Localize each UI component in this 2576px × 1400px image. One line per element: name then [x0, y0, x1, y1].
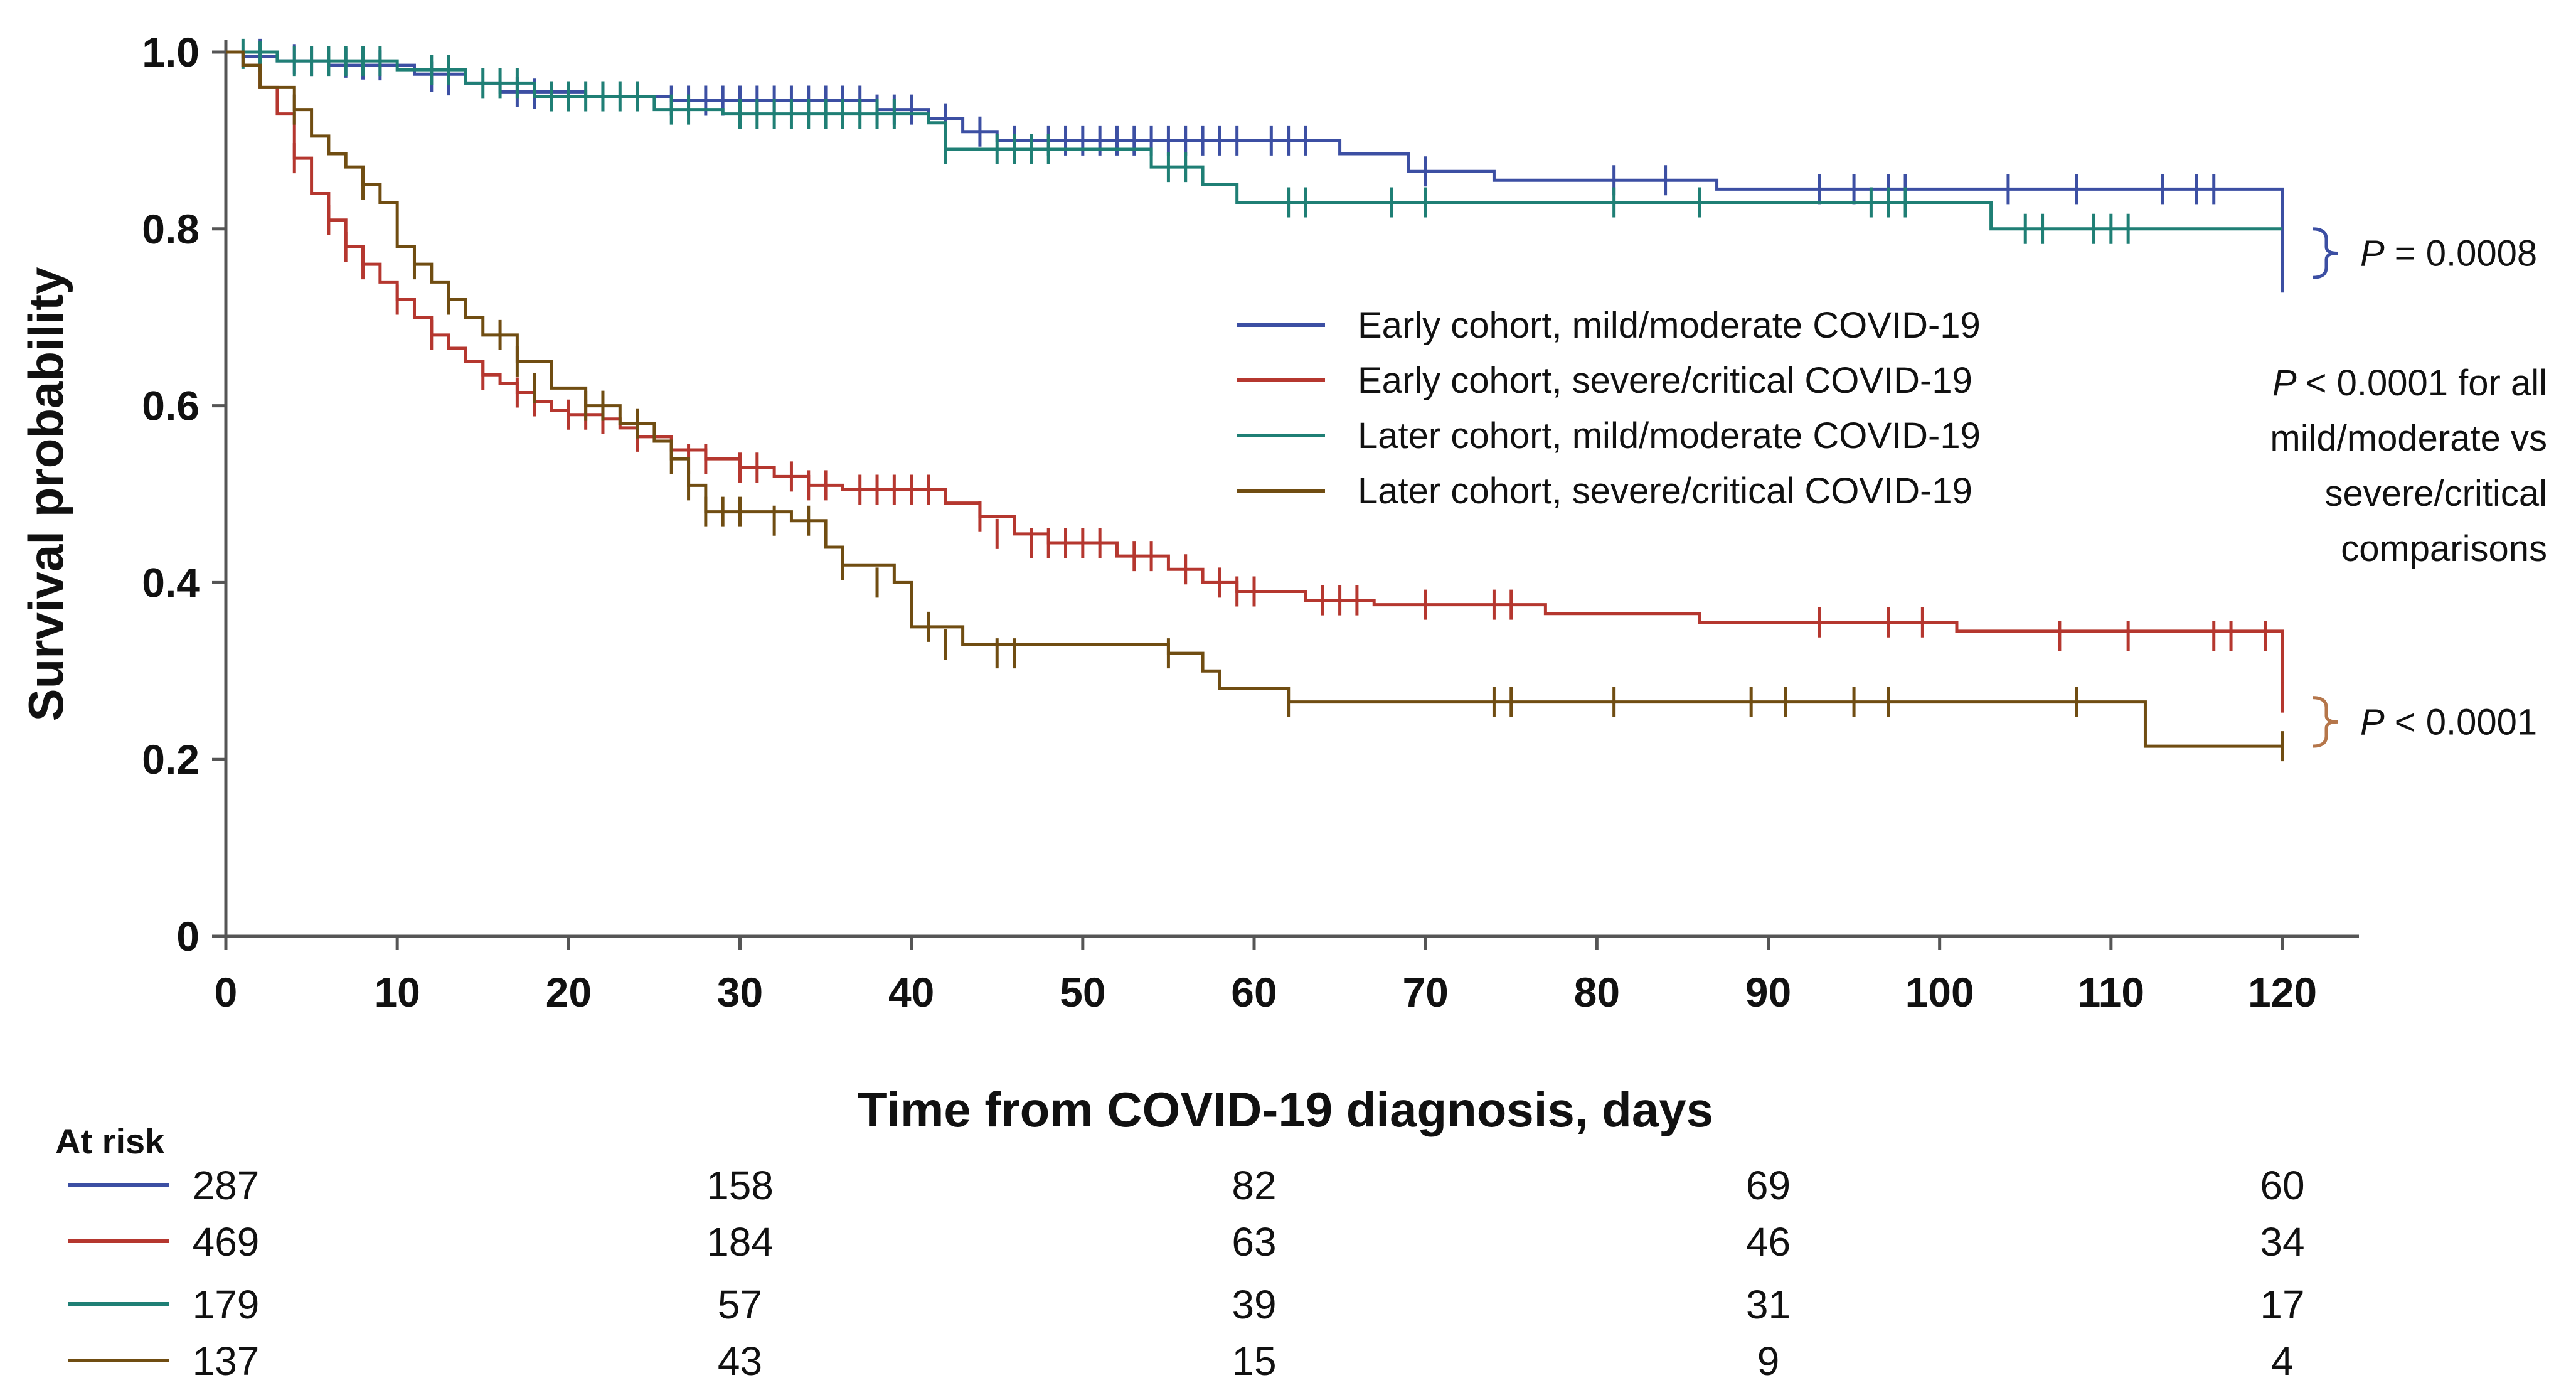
- y-tick-label: 0.2: [142, 736, 200, 783]
- y-tick-label: 0.8: [142, 206, 200, 252]
- at-risk-value: 287: [193, 1163, 260, 1208]
- y-axis-title: Survival probability: [18, 267, 73, 722]
- note-line-3: severe/critical: [2324, 473, 2547, 514]
- y-tick-label: 0: [176, 913, 200, 959]
- y-tick-label: 0.4: [142, 559, 200, 606]
- x-tick-label: 120: [2248, 969, 2317, 1015]
- at-risk-value: 15: [1232, 1339, 1276, 1384]
- x-tick-label: 10: [374, 969, 420, 1015]
- at-risk-value: 469: [193, 1219, 260, 1264]
- at-risk-value: 82: [1232, 1163, 1276, 1208]
- pvalue-label-2: P < 0.0001: [2360, 702, 2537, 742]
- note-line-1: P < 0.0001 for all: [2272, 363, 2547, 403]
- at-risk-value: 9: [1757, 1339, 1780, 1384]
- x-tick-label: 30: [717, 969, 763, 1015]
- note-line-4: comparisons: [2341, 528, 2547, 569]
- at-risk-value: 57: [718, 1282, 762, 1327]
- x-tick-label: 40: [888, 969, 934, 1015]
- at-risk-value: 63: [1232, 1219, 1276, 1264]
- x-tick-label: 110: [2078, 969, 2144, 1015]
- x-axis-title: Time from COVID-19 diagnosis, days: [858, 1082, 1713, 1137]
- at-risk-value: 4: [2271, 1339, 2294, 1384]
- at-risk-value: 43: [718, 1339, 762, 1384]
- legend-label-3: Later cohort, mild/moderate COVID-19: [1358, 415, 1981, 456]
- at-risk-value: 179: [193, 1282, 260, 1327]
- legend-label-4: Later cohort, severe/critical COVID-19: [1358, 471, 1972, 511]
- legend-label-2: Early cohort, severe/critical COVID-19: [1358, 360, 1972, 401]
- y-tick-label: 0.6: [142, 383, 200, 429]
- at-risk-value: 17: [2260, 1282, 2304, 1327]
- x-tick-label: 70: [1402, 969, 1448, 1015]
- plot-area: 0 0.2 0.4 0.6 0.8 1.0 0 10 20 30 40 50 60 70 80 90 100 11…: [18, 29, 2547, 1384]
- x-tick-label: 0: [215, 969, 238, 1015]
- at-risk-value: 39: [1232, 1282, 1276, 1327]
- x-tick-label: 100: [1905, 969, 1974, 1015]
- y-tick-label: 1.0: [142, 29, 200, 75]
- at-risk-value: 137: [193, 1339, 260, 1384]
- at-risk-value: 34: [2260, 1219, 2304, 1264]
- note-line-2: mild/moderate vs: [2270, 418, 2547, 459]
- x-tick-label: 50: [1060, 969, 1105, 1015]
- x-tick-label: 20: [546, 969, 592, 1015]
- at-risk-value: 46: [1746, 1219, 1791, 1264]
- pvalue-brace-1: [2312, 227, 2338, 279]
- at-risk-value: 158: [706, 1163, 774, 1208]
- at-risk-value: 31: [1746, 1282, 1791, 1327]
- at-risk-value: 60: [2260, 1163, 2304, 1208]
- legend-label-1: Early cohort, mild/moderate COVID-19: [1358, 305, 1981, 346]
- at-risk-header: At risk: [55, 1121, 165, 1161]
- pvalue-brace-2: [2312, 696, 2338, 748]
- x-tick-label: 80: [1574, 969, 1620, 1015]
- x-tick-label: 90: [1745, 969, 1791, 1015]
- pvalue-label-1: P = 0.0008: [2360, 233, 2537, 274]
- x-tick-label: 60: [1231, 969, 1277, 1015]
- at-risk-value: 69: [1746, 1163, 1791, 1208]
- at-risk-value: 184: [706, 1219, 774, 1264]
